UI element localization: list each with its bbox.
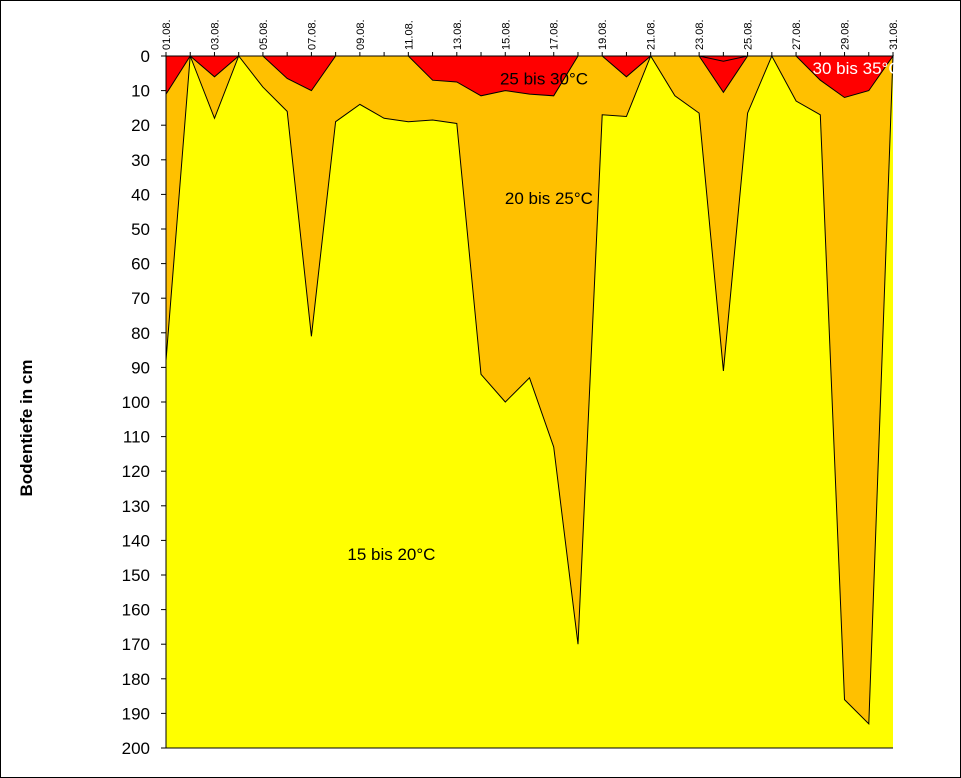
y-tick-label: 160 (122, 601, 150, 620)
y-axis-title: Bodentiefe in cm (17, 360, 36, 497)
area-layer (165, 54, 894, 748)
y-tick-label: 180 (122, 670, 150, 689)
x-tick-label: 29.08. (840, 19, 852, 50)
y-tick-label: 120 (122, 462, 150, 481)
annotation-layer: 25 bis 30°C 20 bis 25°C 15 bis 20°C 30 bis … (347, 59, 900, 564)
x-tick-label: 19.08. (597, 19, 609, 50)
zone-label: 25 bis 30°C (500, 70, 588, 89)
y-tick-label: 110 (123, 428, 150, 447)
x-tick-label: 13.08. (452, 19, 464, 50)
x-tick-label: 21.08. (646, 19, 658, 50)
y-tick-label: 40 (131, 185, 150, 204)
x-tick-label: 01.08. (161, 19, 173, 50)
area-20-25 (165, 54, 894, 725)
y-tick-label: 200 (122, 739, 150, 758)
y-tick-label: 70 (131, 289, 150, 308)
x-tick-label: 25.08. (743, 19, 755, 50)
zone-label: 20 bis 25°C (505, 189, 593, 208)
x-tick-label: 09.08. (355, 19, 367, 50)
x-tick-label: 27.08. (791, 19, 803, 50)
x-tick-label: 11.08. (403, 20, 415, 50)
x-tick-label: 31.08. (888, 19, 900, 50)
y-tick-label: 60 (131, 255, 150, 274)
zone-label: 30 bis 35°C (813, 59, 901, 78)
y-tick-label: 30 (131, 151, 150, 170)
y-tick-label: 140 (122, 531, 150, 550)
y-tick-label: 150 (122, 566, 150, 585)
y-tick-label: 90 (131, 358, 150, 377)
x-tick-label: 03.08. (210, 19, 222, 50)
x-tick-label: 23.08. (694, 19, 706, 50)
zone-label: 15 bis 20°C (347, 545, 435, 564)
x-tick-label: 05.08. (258, 19, 270, 50)
y-tick-label: 20 (131, 116, 150, 135)
y-tick-label: 130 (122, 497, 150, 516)
x-tick-label: 07.08. (306, 19, 318, 50)
y-tick-label: 190 (122, 704, 150, 723)
y-tick-label: 170 (122, 635, 150, 654)
x-tick-label: 17.08. (549, 19, 561, 50)
y-tick-label: 0 (141, 47, 150, 66)
y-tick-label: 100 (122, 393, 150, 412)
y-tick-label: 80 (131, 324, 150, 343)
axes-layer: Bodentiefe in cm 0 10 20 30 40 50 60 70 80 90 100 1… (17, 19, 900, 758)
x-tick-label: 15.08. (500, 19, 512, 50)
y-tick-label: 50 (131, 220, 150, 239)
y-tick-label: 10 (131, 82, 150, 101)
